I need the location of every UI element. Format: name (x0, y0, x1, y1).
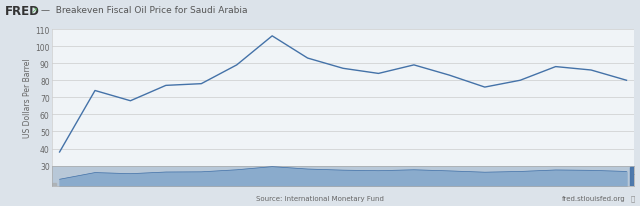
Text: Source: International Monetary Fund: Source: International Monetary Fund (256, 195, 384, 201)
Text: ⧉: ⧉ (630, 194, 635, 201)
Text: FRED: FRED (5, 5, 40, 18)
Text: fred.stlouisfed.org: fred.stlouisfed.org (563, 195, 626, 201)
Bar (630, 167, 634, 186)
Text: ↗: ↗ (31, 6, 38, 15)
Bar (52, 184, 56, 186)
Text: —  Breakeven Fiscal Oil Price for Saudi Arabia: — Breakeven Fiscal Oil Price for Saudi A… (41, 6, 248, 14)
Y-axis label: US Dollars Per Barrel: US Dollars Per Barrel (24, 58, 33, 137)
